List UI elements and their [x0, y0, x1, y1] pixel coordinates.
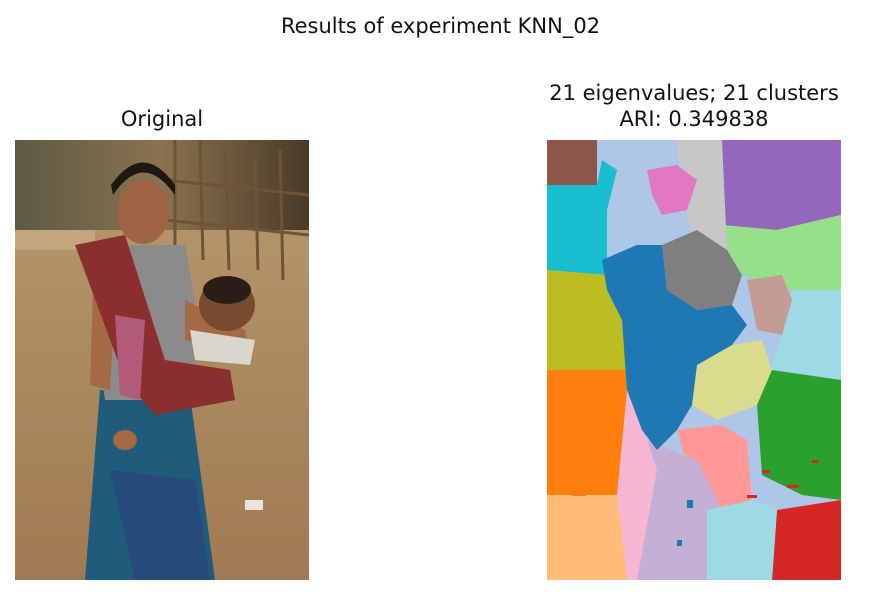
cluster-region	[547, 270, 627, 370]
cluster-region	[772, 500, 841, 580]
cluster-region	[692, 340, 772, 420]
segmentation-title-line1: 21 eigenvalues; 21 clusters	[549, 81, 839, 105]
cluster-region	[662, 230, 742, 310]
segmentation-map	[547, 140, 841, 580]
segmentation-svg	[547, 140, 841, 580]
original-image-title: Original	[120, 107, 204, 131]
cluster-region	[722, 215, 841, 290]
cluster-region	[767, 290, 841, 380]
cluster-region	[707, 500, 777, 580]
segmentation-title: 21 eigenvalues; 21 clusters ARI: 0.34983…	[500, 80, 881, 132]
cluster-region	[677, 140, 727, 250]
cluster-region	[547, 160, 617, 275]
cluster-region	[547, 370, 632, 495]
segmentation-title-line2: ARI: 0.349838	[619, 107, 769, 131]
cluster-region	[617, 390, 657, 580]
figure-suptitle: Results of experiment KNN_02	[280, 14, 601, 38]
cluster-region	[717, 140, 841, 230]
cluster-region	[647, 165, 697, 215]
cluster-region	[547, 495, 627, 580]
cluster-region	[602, 245, 747, 450]
original-image	[15, 140, 309, 580]
cluster-region	[547, 140, 597, 185]
cluster-region	[747, 275, 792, 335]
cluster-region	[757, 370, 841, 500]
original-photo	[15, 140, 309, 580]
cluster-region	[637, 440, 722, 580]
